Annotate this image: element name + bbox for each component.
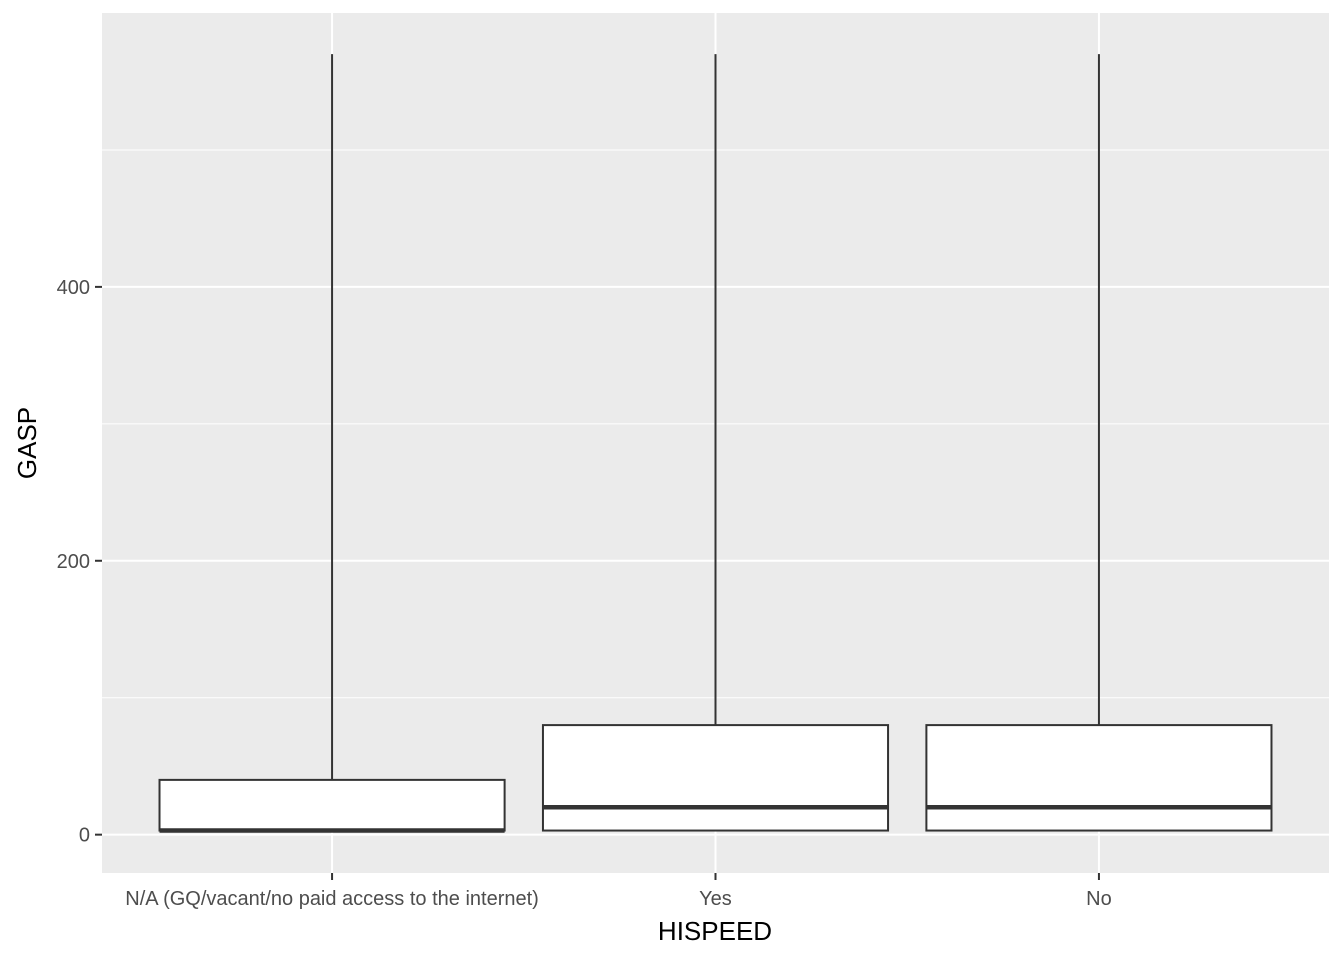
y-tick-label: 200: [57, 551, 90, 573]
x-tick-label: Yes: [699, 888, 732, 910]
box-iqr: [541, 724, 890, 832]
x-tick-label: N/A (GQ/vacant/no paid access to the int…: [125, 888, 539, 910]
box-1: [158, 54, 506, 833]
box-iqr: [158, 778, 506, 832]
x-axis-title: HISPEED: [658, 916, 772, 946]
y-axis-title: GASP: [12, 407, 42, 479]
box-iqr: [925, 724, 1273, 832]
box-3: [925, 54, 1273, 832]
y-tick-label: 400: [57, 277, 90, 299]
box-series: [158, 54, 1273, 833]
y-axis: 0 200 400: [57, 277, 102, 847]
x-axis: N/A (GQ/vacant/no paid access to the int…: [125, 873, 1112, 910]
y-tick-label: 0: [79, 825, 90, 847]
x-tick-label: No: [1086, 888, 1112, 910]
box-2: [541, 54, 890, 832]
